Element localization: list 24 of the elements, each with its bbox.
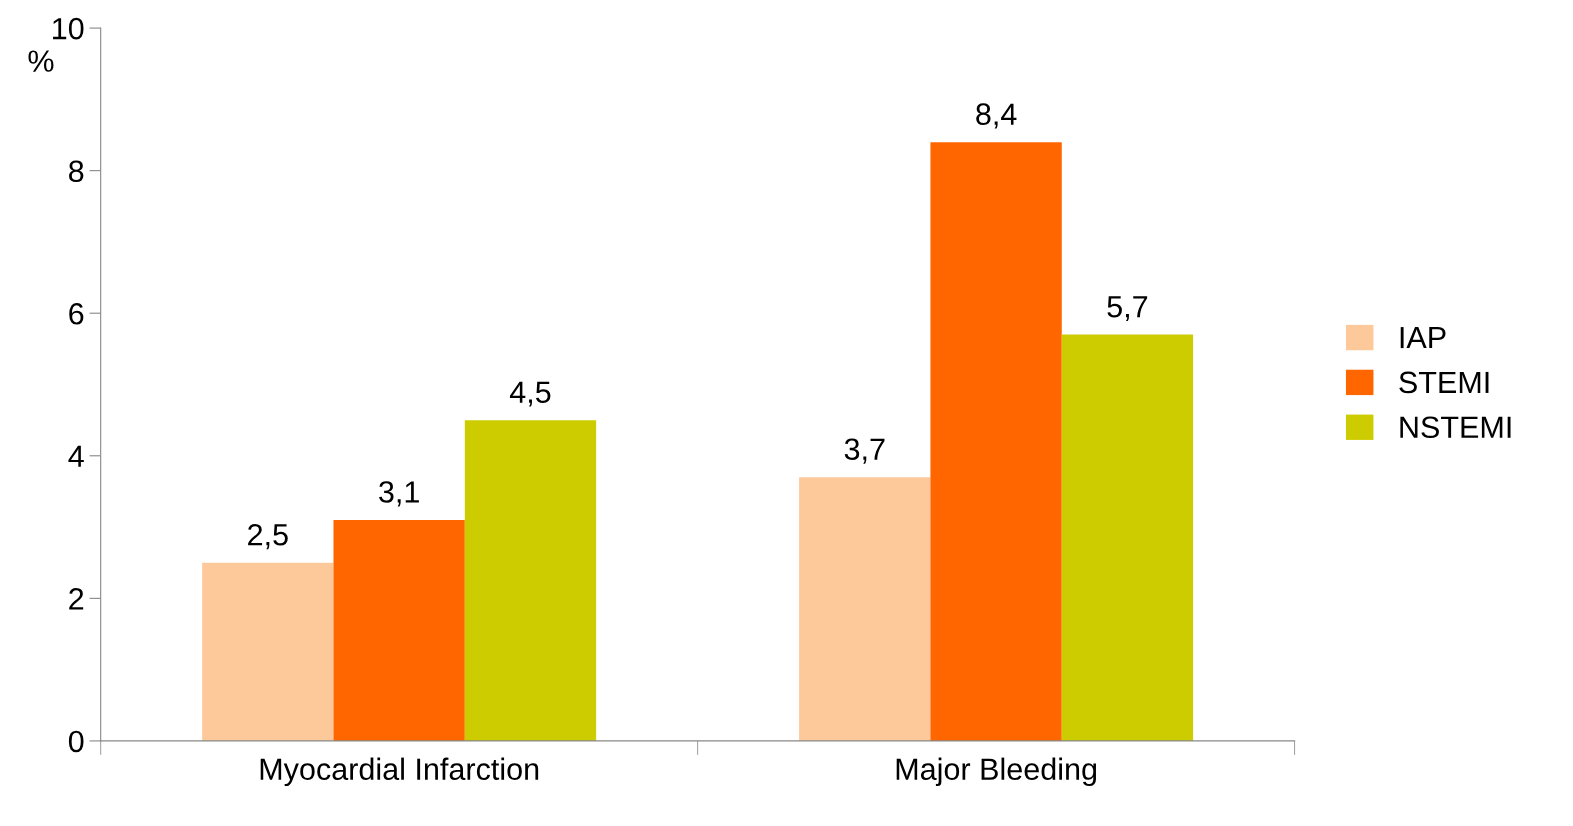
- bar: [1061, 334, 1194, 741]
- bar: [202, 562, 334, 741]
- legend-label: NSTEMI: [1400, 416, 1511, 439]
- data-label: 8,4: [976, 103, 1017, 129]
- y-tick-label: 8: [69, 160, 84, 183]
- x-tick-label: Major Bleeding: [896, 757, 1097, 787]
- bar: [333, 519, 465, 741]
- y-axis-title: %: [28, 50, 54, 72]
- data-label: 4,5: [509, 381, 551, 407]
- data-label: 3,1: [379, 481, 419, 507]
- x-tick-label: Myocardial Infarction: [260, 757, 539, 787]
- data-label: 3,7: [844, 438, 885, 464]
- legend-label: IAP: [1400, 327, 1446, 349]
- y-tick-label: 2: [69, 588, 84, 610]
- y-tick-label: 4: [68, 445, 84, 467]
- data-label: 2,5: [248, 523, 288, 550]
- bar: [799, 477, 931, 741]
- data-label: 5,7: [1107, 296, 1148, 322]
- bar: [464, 420, 597, 741]
- y-tick-label: 10: [53, 17, 84, 40]
- bar: [930, 142, 1062, 741]
- legend-label: STEMI: [1399, 371, 1489, 394]
- y-tick-label: 0: [68, 730, 84, 753]
- y-tick-label: 6: [69, 302, 84, 325]
